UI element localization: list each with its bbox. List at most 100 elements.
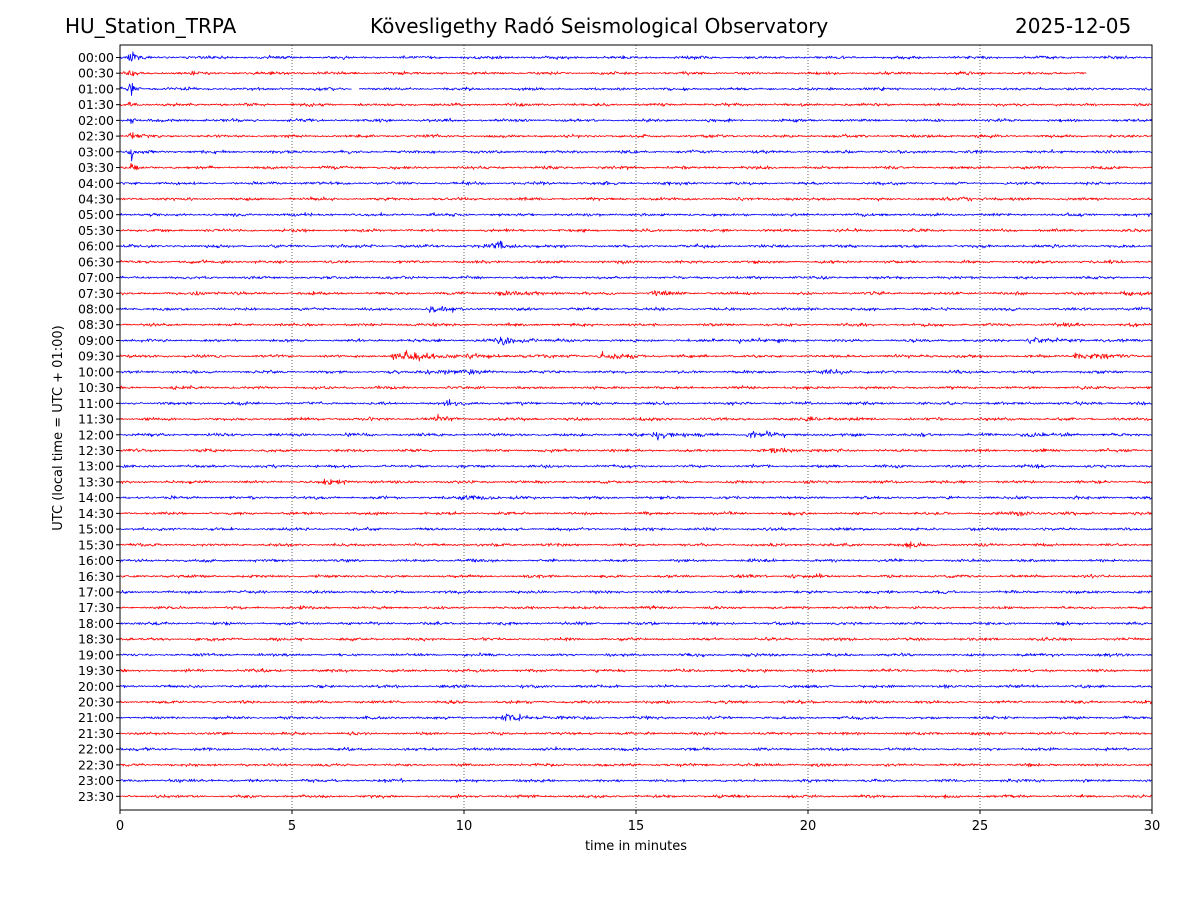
- trace-0400: [120, 180, 1152, 186]
- trace-2200: [120, 746, 1152, 752]
- y-tick-label: 04:00: [78, 176, 114, 191]
- trace-1200: [120, 430, 1152, 441]
- trace-1100: [120, 399, 1152, 407]
- y-tick-label: 11:00: [78, 396, 114, 411]
- x-axis-label: time in minutes: [585, 839, 687, 854]
- trace-0330: [120, 162, 1152, 171]
- y-tick-label: 03:30: [78, 160, 114, 175]
- chart-title: Kövesligethy Radó Seismological Observat…: [370, 14, 829, 38]
- y-tick-label: 11:30: [78, 412, 114, 427]
- trace-2130: [120, 731, 1152, 736]
- date-title: 2025-12-05: [1015, 14, 1132, 38]
- trace-1030: [120, 385, 1152, 391]
- y-tick-label: 05:00: [78, 207, 114, 222]
- y-tick-label: 14:30: [78, 506, 114, 521]
- y-tick-label: 08:30: [78, 317, 114, 332]
- y-tick-label: 00:30: [78, 66, 114, 81]
- trace-1530: [120, 541, 1152, 549]
- trace-0500: [120, 212, 1152, 218]
- y-tick-label: 17:00: [78, 584, 114, 599]
- y-tick-label: 22:00: [78, 742, 114, 757]
- y-tick-label: 05:30: [78, 223, 114, 238]
- y-tick-label: 18:30: [78, 632, 114, 647]
- y-tick-label: 19:30: [78, 663, 114, 678]
- trace-1600: [120, 558, 1152, 563]
- y-tick-label: 22:30: [78, 757, 114, 772]
- trace-0900: [120, 336, 1152, 346]
- y-tick-label: 21:30: [78, 726, 114, 741]
- trace-0130: [120, 101, 1152, 108]
- trace-1700: [120, 589, 1152, 595]
- trace-1800: [120, 620, 1152, 626]
- trace-0230: [120, 132, 1152, 140]
- y-tick-label: 07:00: [78, 270, 114, 285]
- trace-1830: [120, 636, 1152, 642]
- y-tick-label: 02:30: [78, 129, 114, 144]
- trace-1730: [120, 605, 1152, 610]
- y-tick-label: 15:30: [78, 537, 114, 552]
- trace-0530: [120, 227, 1152, 233]
- trace-1630: [120, 572, 1152, 579]
- trace-1330: [120, 478, 1152, 485]
- x-tick-label-15: 15: [628, 819, 645, 834]
- station-title: HU_Station_TRPA: [65, 14, 237, 38]
- x-tick-label-30: 30: [1144, 819, 1161, 834]
- trace-2330: [120, 793, 1152, 799]
- trace-0700: [120, 275, 1152, 280]
- trace-1400: [120, 495, 1152, 501]
- y-axis-label: UTC (local time = UTC + 01:00): [51, 325, 66, 530]
- trace-layer: [120, 51, 1152, 799]
- y-tick-label: 07:30: [78, 286, 114, 301]
- y-tick-label: 08:00: [78, 302, 114, 317]
- trace-0930: [120, 349, 1152, 362]
- y-tick-label: 01:30: [78, 97, 114, 112]
- tick-layer: 0 5 10 15 20 25 30 00:0000:3001:0001:3002:0002:…: [78, 50, 1160, 834]
- grid-layer: [291, 45, 981, 810]
- trace-1300: [120, 463, 1152, 469]
- y-tick-label: 03:00: [78, 144, 114, 159]
- y-tick-label: 15:00: [78, 522, 114, 537]
- y-tick-label: 21:00: [78, 710, 114, 725]
- y-tick-label: 23:00: [78, 773, 114, 788]
- trace-1930: [120, 667, 1152, 673]
- y-tick-label: 01:00: [78, 81, 114, 96]
- y-tick-label: 06:30: [78, 254, 114, 269]
- trace-1430: [120, 511, 1152, 517]
- y-tick-label: 09:30: [78, 349, 114, 364]
- trace-1130: [120, 413, 1152, 422]
- y-tick-label: 13:00: [78, 459, 114, 474]
- trace-1000: [120, 368, 1152, 376]
- y-tick-label: 18:00: [78, 616, 114, 631]
- y-tick-label: 12:00: [78, 427, 114, 442]
- trace-2030: [120, 699, 1152, 705]
- y-tick-label: 09:00: [78, 333, 114, 348]
- trace-2230: [120, 762, 1152, 768]
- y-tick-label: 12:30: [78, 443, 114, 458]
- trace-0600: [120, 240, 1152, 249]
- y-tick-label: 04:30: [78, 191, 114, 206]
- y-tick-label: 02:00: [78, 113, 114, 128]
- trace-1500: [120, 526, 1152, 532]
- y-tick-label: 10:00: [78, 364, 114, 379]
- trace-0430: [120, 196, 1152, 202]
- y-tick-label: 17:30: [78, 600, 114, 615]
- trace-0830: [120, 322, 1152, 328]
- y-tick-label: 10:30: [78, 380, 114, 395]
- trace-0300: [120, 149, 1152, 162]
- y-tick-label: 16:30: [78, 569, 114, 584]
- x-tick-label-0: 0: [116, 819, 124, 834]
- trace-2000: [120, 684, 1152, 689]
- y-tick-label: 20:00: [78, 679, 114, 694]
- trace-2300: [120, 777, 1152, 784]
- trace-0800: [120, 306, 1152, 313]
- y-tick-label: 20:30: [78, 695, 114, 710]
- trace-0000: [120, 51, 1152, 62]
- trace-0730: [120, 290, 1152, 297]
- y-tick-label: 13:30: [78, 474, 114, 489]
- x-tick-label-25: 25: [972, 819, 989, 834]
- trace-0100: [120, 82, 1152, 97]
- x-tick-label-5: 5: [288, 819, 296, 834]
- trace-1900: [120, 652, 1152, 658]
- y-tick-label: 06:00: [78, 239, 114, 254]
